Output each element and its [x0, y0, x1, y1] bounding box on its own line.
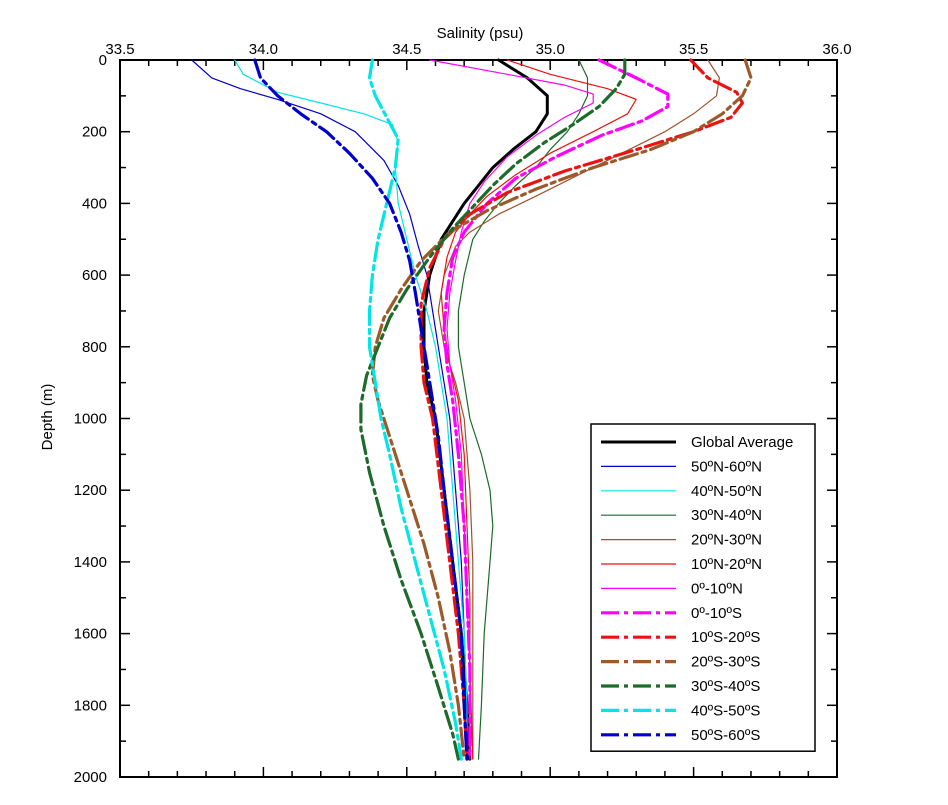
legend-label: Global Average: [691, 434, 793, 451]
y-tick-label: 1200: [74, 482, 107, 499]
y-tick-label: 200: [82, 124, 107, 141]
legend-label: 0º-10ºN: [691, 580, 743, 597]
legend-label: 20ºN-30ºN: [691, 532, 762, 549]
y-tick-label: 400: [82, 195, 107, 212]
y-tick-label: 600: [82, 267, 107, 284]
x-tick-label: 33.5: [105, 41, 134, 58]
legend-label: 10ºS-20ºS: [691, 629, 760, 646]
series-line-12: [253, 58, 469, 761]
series-line-0: [422, 58, 549, 761]
legend-label: 10ºN-20ºN: [691, 556, 762, 573]
legend: Global Average 50ºN-60ºN 40ºN-50ºN 30ºN-40º…: [590, 423, 816, 752]
series-group: [191, 58, 753, 761]
x-axis-label: Salinity (psu): [437, 25, 524, 42]
legend-label: 50ºS-60ºS: [691, 727, 760, 744]
legend-box: [590, 423, 816, 752]
x-tick-label: 36.0: [822, 41, 851, 58]
legend-label: 40ºS-50ºS: [691, 702, 760, 719]
series-line-9: [370, 58, 753, 761]
series-line-10: [359, 58, 627, 761]
series-line-5: [440, 59, 637, 760]
series-line-11: [367, 58, 463, 761]
series-line-1: [191, 59, 468, 760]
legend-label: 30ºN-40ºN: [691, 507, 762, 524]
y-tick-label: 0: [99, 52, 107, 69]
x-tick-label: 35.5: [679, 41, 708, 58]
y-tick-label: 1000: [74, 411, 107, 428]
y-tick-label: 1600: [74, 626, 107, 643]
series-line-4: [437, 59, 720, 760]
legend-label: 40ºN-50ºN: [691, 483, 762, 500]
y-axis-label: Depth (m): [39, 384, 56, 451]
series-line-7: [442, 58, 670, 761]
y-tick-label: 1400: [74, 554, 107, 571]
axes-group: 33.5 34.0 34.5 35.0 35.5 36.0 0 200 400 600 800 100…: [74, 41, 852, 786]
y-tick-label: 800: [82, 339, 107, 356]
legend-label: 20ºS-30ºS: [691, 654, 760, 671]
legend-label: 30ºS-40ºS: [691, 678, 760, 695]
x-tick-label: 34.0: [249, 41, 278, 58]
x-tick-label: 34.5: [392, 41, 421, 58]
series-line-2: [234, 59, 468, 760]
x-tick-label: 35.0: [536, 41, 565, 58]
legend-label: 50ºN-60ºN: [691, 458, 762, 475]
series-line-3: [457, 59, 589, 760]
y-tick-label: 1800: [74, 697, 107, 714]
y-tick-label: 2000: [74, 769, 107, 786]
legend-label: 0º-10ºS: [691, 605, 742, 622]
